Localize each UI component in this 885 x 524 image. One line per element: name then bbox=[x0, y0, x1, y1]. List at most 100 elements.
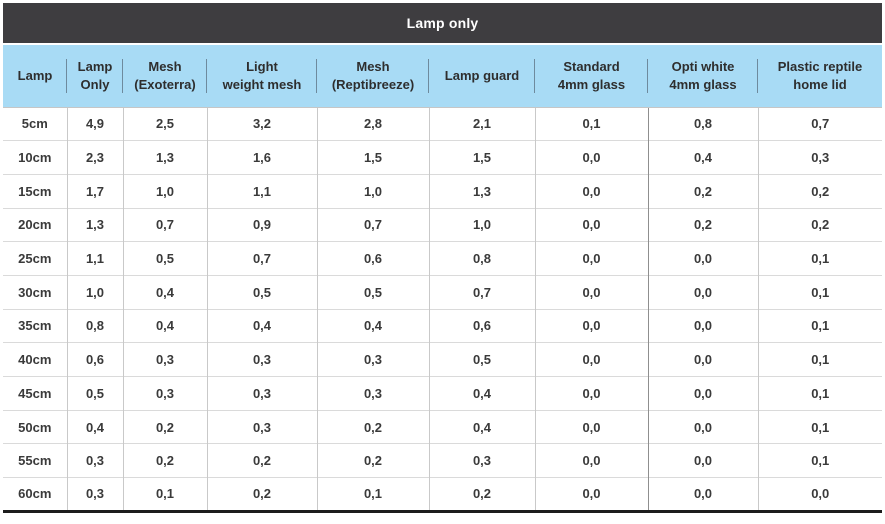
row-size-label: 35cm bbox=[3, 308, 67, 343]
value-cell: 0,0 bbox=[534, 274, 648, 310]
value-cell: 0,0 bbox=[534, 241, 648, 276]
row-size-label: 5cm bbox=[3, 107, 67, 141]
table-row: 55cm 0,3 0,2 0,2 0,2 0,3 0,0 0,0 0,1 bbox=[3, 443, 882, 478]
value-cell: 0,3 bbox=[428, 443, 535, 478]
value-cell: 0,0 bbox=[534, 173, 648, 209]
value-cell: 0,2 bbox=[647, 207, 758, 242]
value-cell: 0,2 bbox=[757, 173, 882, 209]
row-size-label: 45cm bbox=[3, 376, 67, 411]
value-cell: 0,0 bbox=[534, 140, 648, 175]
value-cell: 1,5 bbox=[316, 140, 429, 175]
value-cell: 1,3 bbox=[66, 207, 123, 242]
value-cell: 0,1 bbox=[757, 274, 882, 310]
value-cell: 0,0 bbox=[534, 477, 648, 512]
value-cell: 0,0 bbox=[534, 207, 648, 242]
value-cell: 0,5 bbox=[66, 376, 123, 411]
table-row: 45cm 0,5 0,3 0,3 0,3 0,4 0,0 0,0 0,1 bbox=[3, 376, 882, 411]
value-cell: 1,5 bbox=[428, 140, 535, 175]
value-cell: 0,0 bbox=[534, 308, 648, 343]
column-header-plastic-reptile-home-lid: Plastic reptile home lid bbox=[757, 45, 882, 108]
table-body: 5cm 4,9 2,5 3,2 2,8 2,1 0,1 0,8 0,7 10cm 2,3 1,3 1,6… bbox=[3, 107, 882, 512]
value-cell: 0,2 bbox=[647, 173, 758, 209]
value-cell: 0,0 bbox=[647, 477, 758, 512]
value-cell: 1,0 bbox=[428, 207, 535, 242]
value-cell: 1,0 bbox=[66, 274, 123, 310]
value-cell: 0,4 bbox=[647, 140, 758, 175]
value-cell: 0,2 bbox=[122, 409, 207, 444]
value-cell: 2,8 bbox=[316, 107, 429, 141]
value-cell: 0,0 bbox=[647, 274, 758, 310]
value-cell: 0,2 bbox=[316, 409, 429, 444]
column-header-lamp-only: Lamp Only bbox=[66, 45, 123, 108]
value-cell: 0,6 bbox=[428, 308, 535, 343]
value-cell: 0,3 bbox=[122, 342, 207, 377]
row-size-label: 40cm bbox=[3, 342, 67, 377]
value-cell: 0,0 bbox=[647, 376, 758, 411]
value-cell: 0,3 bbox=[122, 376, 207, 411]
value-cell: 0,0 bbox=[647, 342, 758, 377]
value-cell: 0,2 bbox=[428, 477, 535, 512]
value-cell: 0,5 bbox=[122, 241, 207, 276]
row-size-label: 50cm bbox=[3, 409, 67, 444]
value-cell: 0,4 bbox=[206, 308, 317, 343]
value-cell: 0,3 bbox=[316, 376, 429, 411]
value-cell: 0,4 bbox=[428, 376, 535, 411]
value-cell: 0,1 bbox=[122, 477, 207, 512]
value-cell: 0,5 bbox=[316, 274, 429, 310]
row-size-label: 20cm bbox=[3, 207, 67, 242]
value-cell: 0,3 bbox=[206, 409, 317, 444]
value-cell: 0,0 bbox=[647, 308, 758, 343]
value-cell: 0,7 bbox=[316, 207, 429, 242]
value-cell: 0,2 bbox=[757, 207, 882, 242]
table-row: 60cm 0,3 0,1 0,2 0,1 0,2 0,0 0,0 0,0 bbox=[3, 477, 882, 512]
value-cell: 0,6 bbox=[66, 342, 123, 377]
value-cell: 0,2 bbox=[206, 443, 317, 478]
value-cell: 1,7 bbox=[66, 173, 123, 209]
value-cell: 0,7 bbox=[206, 241, 317, 276]
value-cell: 0,5 bbox=[428, 342, 535, 377]
value-cell: 0,4 bbox=[428, 409, 535, 444]
row-size-label: 25cm bbox=[3, 241, 67, 276]
value-cell: 0,4 bbox=[316, 308, 429, 343]
column-header-mesh-exoterra: Mesh (Exoterra) bbox=[122, 45, 207, 108]
header-row: Lamp Lamp Only Mesh (Exoterra) Light wei… bbox=[3, 45, 882, 108]
table-row: 30cm 1,0 0,4 0,5 0,5 0,7 0,0 0,0 0,1 bbox=[3, 274, 882, 310]
value-cell: 0,3 bbox=[66, 477, 123, 512]
table-row: 20cm 1,3 0,7 0,9 0,7 1,0 0,0 0,2 0,2 bbox=[3, 207, 882, 242]
row-size-label: 15cm bbox=[3, 173, 67, 209]
value-cell: 0,1 bbox=[757, 409, 882, 444]
value-cell: 1,1 bbox=[206, 173, 317, 209]
value-cell: 0,1 bbox=[757, 308, 882, 343]
value-cell: 0,0 bbox=[647, 443, 758, 478]
value-cell: 1,0 bbox=[316, 173, 429, 209]
table-row: 40cm 0,6 0,3 0,3 0,3 0,5 0,0 0,0 0,1 bbox=[3, 342, 882, 377]
value-cell: 0,0 bbox=[757, 477, 882, 512]
table-row: 50cm 0,4 0,2 0,3 0,2 0,4 0,0 0,0 0,1 bbox=[3, 409, 882, 444]
table-row: 15cm 1,7 1,0 1,1 1,0 1,3 0,0 0,2 0,2 bbox=[3, 173, 882, 209]
value-cell: 0,1 bbox=[757, 241, 882, 276]
value-cell: 0,7 bbox=[757, 107, 882, 141]
table-row: 10cm 2,3 1,3 1,6 1,5 1,5 0,0 0,4 0,3 bbox=[3, 140, 882, 175]
value-cell: 0,7 bbox=[122, 207, 207, 242]
value-cell: 0,8 bbox=[66, 308, 123, 343]
value-cell: 0,2 bbox=[206, 477, 317, 512]
value-cell: 0,0 bbox=[647, 241, 758, 276]
value-cell: 0,0 bbox=[534, 409, 648, 444]
row-size-label: 30cm bbox=[3, 274, 67, 310]
table-header: Lamp Lamp Only Mesh (Exoterra) Light wei… bbox=[3, 45, 882, 108]
value-cell: 0,0 bbox=[534, 342, 648, 377]
value-cell: 0,8 bbox=[647, 107, 758, 141]
value-cell: 0,5 bbox=[206, 274, 317, 310]
value-cell: 4,9 bbox=[66, 107, 123, 141]
value-cell: 1,1 bbox=[66, 241, 123, 276]
value-cell: 0,3 bbox=[757, 140, 882, 175]
table-row: 35cm 0,8 0,4 0,4 0,4 0,6 0,0 0,0 0,1 bbox=[3, 308, 882, 343]
table-title-bar: Lamp only bbox=[3, 3, 882, 43]
table-row: 5cm 4,9 2,5 3,2 2,8 2,1 0,1 0,8 0,7 bbox=[3, 107, 882, 141]
row-size-label: 55cm bbox=[3, 443, 67, 478]
value-cell: 0,3 bbox=[206, 342, 317, 377]
column-header-standard-4mm-glass: Standard 4mm glass bbox=[534, 45, 648, 108]
value-cell: 0,4 bbox=[122, 274, 207, 310]
value-cell: 0,7 bbox=[428, 274, 535, 310]
table-title: Lamp only bbox=[406, 15, 479, 31]
